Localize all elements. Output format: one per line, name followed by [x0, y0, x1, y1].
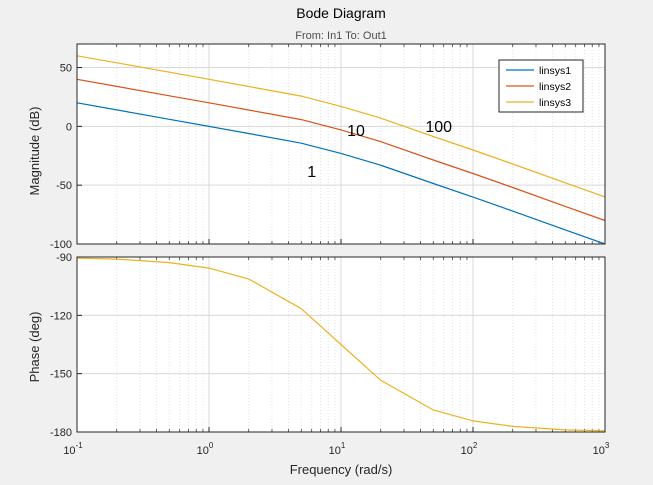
x-tick-label: 10-1 [63, 441, 83, 457]
magnitude-axes[interactable]: -100 -50 0 50 1 10 100 linsys1 linsys2 linsys3 [50, 43, 606, 251]
series-line-linsys3 [76, 55, 606, 198]
y-tick-label: -90 [56, 252, 72, 264]
annotation-label: 1 [307, 164, 316, 181]
y-tick-label: 0 [66, 121, 72, 133]
axes-frame [76, 256, 606, 433]
y-tick-label: -120 [50, 310, 72, 322]
y-tick-label: -50 [56, 180, 72, 192]
phase-ylabel: Phase (deg) [27, 312, 42, 383]
series-line-linsys1 [76, 102, 606, 245]
y-tick-label: -180 [50, 427, 72, 439]
phase-axes[interactable]: -180 -150 -120 -90 10-1 100 101 102 103 [50, 252, 610, 457]
axes-frame [76, 43, 606, 245]
legend-label-linsys3: linsys3 [539, 97, 571, 109]
figure-subtitle: From: In1 To: Out1 [295, 30, 387, 42]
magnitude-ylabel: Magnitude (dB) [27, 107, 42, 196]
y-tick-label: -100 [50, 239, 72, 251]
x-axis-label: Frequency (rad/s) [290, 462, 393, 477]
x-tick-label: 101 [329, 441, 346, 457]
annotation-label: 10 [347, 123, 365, 140]
series-line-linsys2 [76, 78, 606, 222]
series-line-phase-0 [76, 257, 606, 432]
x-tick-label: 102 [461, 441, 478, 457]
legend-label-linsys2: linsys2 [539, 81, 571, 93]
y-tick-label: 50 [60, 63, 72, 75]
figure-title: Bode Diagram [296, 5, 386, 21]
annotation-label: 100 [425, 119, 452, 136]
legend-label-linsys1: linsys1 [539, 65, 571, 77]
x-tick-label: 103 [593, 441, 610, 457]
x-tick-label: 100 [197, 441, 214, 457]
legend[interactable]: linsys1 linsys2 linsys3 [498, 59, 584, 113]
y-tick-label: -150 [50, 369, 72, 381]
